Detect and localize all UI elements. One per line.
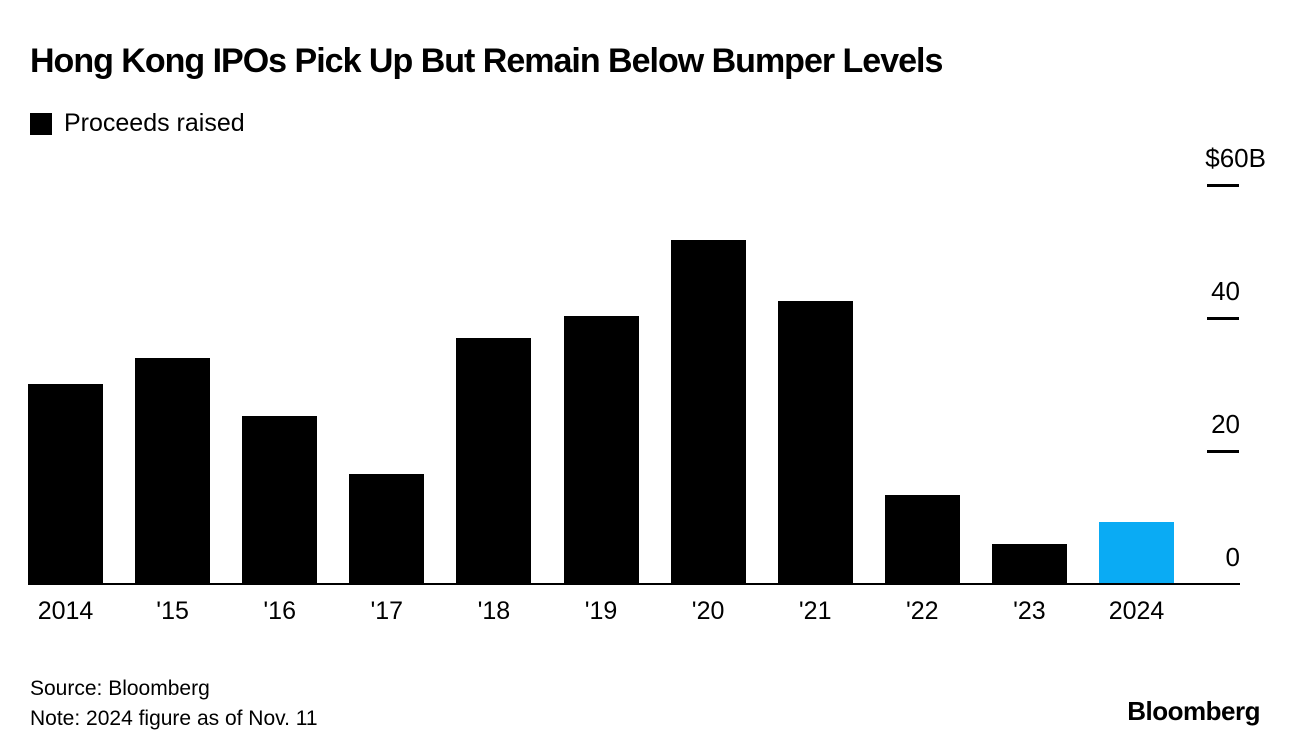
bar-18 xyxy=(456,338,532,583)
page-title: Hong Kong IPOs Pick Up But Remain Below … xyxy=(30,42,943,80)
y-label-0: 0 xyxy=(1225,542,1240,572)
x-label-23: '23 xyxy=(1013,597,1046,625)
y-tick-20 xyxy=(1207,450,1239,453)
bar-19 xyxy=(563,316,639,583)
x-label-15: '15 xyxy=(156,597,189,625)
x-label-18: '18 xyxy=(477,597,511,625)
bar-2024 xyxy=(1099,522,1174,583)
y-label-40: 40 xyxy=(1211,276,1240,306)
legend-label: Proceeds raised xyxy=(64,109,245,137)
x-label-2014: 2014 xyxy=(37,597,94,625)
x-axis-line xyxy=(28,583,1240,585)
x-label-2024: 2024 xyxy=(1108,597,1165,625)
bar-23 xyxy=(991,543,1067,583)
bar-15 xyxy=(135,358,211,583)
y-label-20: 20 xyxy=(1211,409,1240,439)
x-label-21: '21 xyxy=(798,597,832,625)
y-tick-40 xyxy=(1207,317,1239,320)
bar-22 xyxy=(884,495,960,583)
bar-20 xyxy=(670,239,746,583)
bar-17 xyxy=(349,473,425,583)
bar-16 xyxy=(242,416,318,583)
source-line: Source: Bloomberg xyxy=(30,677,210,700)
x-label-17: '17 xyxy=(370,597,404,625)
x-label-16: '16 xyxy=(263,597,296,625)
footer-notes: Source: Bloomberg Note: 2024 figure as o… xyxy=(30,674,318,734)
legend: Proceeds raised xyxy=(30,109,245,138)
y-tick-60 xyxy=(1207,184,1239,187)
x-label-22: '22 xyxy=(906,597,939,625)
x-label-20: '20 xyxy=(691,597,725,625)
bar-2014 xyxy=(28,384,103,583)
y-label-60: $60B xyxy=(1205,143,1266,173)
note-line: Note: 2024 figure as of Nov. 11 xyxy=(30,707,318,730)
bar-21 xyxy=(777,301,853,583)
legend-swatch-icon xyxy=(30,112,52,135)
x-label-19: '19 xyxy=(584,597,618,625)
bloomberg-logo: Bloomberg xyxy=(1127,696,1260,726)
